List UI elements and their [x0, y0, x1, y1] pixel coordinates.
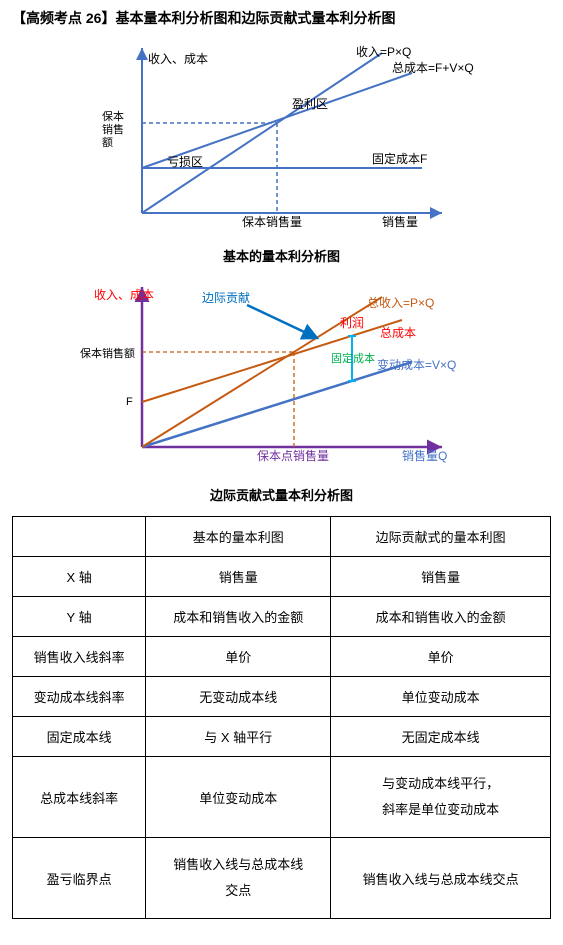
profit-area-label: 盈利区 [292, 97, 328, 111]
table-cell: 变动成本线斜率 [13, 677, 146, 717]
contrib-arrow [247, 305, 317, 338]
breakeven-y-label-2: 销售 [102, 122, 124, 136]
varcost-label: 变动成本=V×Q [377, 357, 456, 372]
revenue-label: 收入=P×Q [356, 45, 411, 59]
y-axis-label: 收入、成本 [148, 52, 208, 66]
chart2-caption: 边际贡献式量本利分析图 [12, 485, 551, 504]
table-row: Y 轴成本和销售收入的金额成本和销售收入的金额 [13, 597, 551, 637]
table-row: X 轴销售量销售量 [13, 557, 551, 597]
table-cell: 与 X 轴平行 [146, 717, 331, 757]
table-cell: Y 轴 [13, 597, 146, 637]
table-cell: 单位变动成本 [146, 757, 331, 838]
table-body: X 轴销售量销售量Y 轴成本和销售收入的金额成本和销售收入的金额销售收入线斜率单… [13, 557, 551, 919]
th-blank [13, 517, 146, 557]
table-cell: 单位变动成本 [331, 677, 551, 717]
fixedcost-label: 固定成本F [372, 151, 427, 166]
chart1-caption: 基本的量本利分析图 [12, 246, 551, 265]
table-cell: 成本和销售收入的金额 [146, 597, 331, 637]
comparison-table: 基本的量本利图 边际贡献式的量本利图 X 轴销售量销售量Y 轴成本和销售收入的金… [12, 516, 551, 919]
revenue-label: 总收入=P×Q [367, 296, 434, 310]
breakeven-y-label-1: 保本 [102, 109, 124, 123]
x-axis-label: 销售量 [382, 214, 418, 229]
x-axis-label: 销售量Q [402, 448, 447, 463]
table-row: 盈亏临界点销售收入线与总成本线交点销售收入线与总成本线交点 [13, 838, 551, 919]
table-cell: 固定成本线 [13, 717, 146, 757]
fixed-label: 固定成本 [331, 351, 375, 365]
table-cell: 盈亏临界点 [13, 838, 146, 919]
totalcost-label: 总成本=F+V×Q [392, 61, 474, 75]
table-row: 销售收入线斜率单价单价 [13, 637, 551, 677]
totalcost-label: 总成本 [380, 326, 416, 340]
table-cell: 与变动成本线平行，斜率是单位变动成本 [331, 757, 551, 838]
contrib-label: 边际贡献 [202, 290, 250, 305]
y-axis-label: 收入、成本 [94, 288, 154, 302]
breakeven-x-label: 保本点销售量 [257, 448, 329, 463]
table-cell: 总成本线斜率 [13, 757, 146, 838]
table-cell: 销售量 [146, 557, 331, 597]
table-cell: 单价 [331, 637, 551, 677]
f-label: F [126, 396, 133, 408]
table-cell: 销售量 [331, 557, 551, 597]
table-cell: 无变动成本线 [146, 677, 331, 717]
th-basic: 基本的量本利图 [146, 517, 331, 557]
chart1: 收入、成本 销售量 保本 销售 额 保本销售量 收入=P×Q 总成本=F+V×Q… [72, 38, 492, 238]
breakeven-x-label: 保本销售量 [242, 214, 302, 229]
table-cell: 销售收入线与总成本线交点 [331, 838, 551, 919]
table-row: 总成本线斜率单位变动成本与变动成本线平行，斜率是单位变动成本 [13, 757, 551, 838]
page-title: 【高频考点 26】基本量本利分析图和边际贡献式量本利分析图 [12, 8, 551, 28]
table-cell: X 轴 [13, 557, 146, 597]
table-cell: 销售收入线斜率 [13, 637, 146, 677]
table-row: 固定成本线与 X 轴平行无固定成本线 [13, 717, 551, 757]
loss-area-label: 亏损区 [167, 155, 203, 169]
table-cell: 无固定成本线 [331, 717, 551, 757]
revenue-line [142, 53, 382, 213]
breakeven-y-label: 保本销售额 [80, 346, 135, 360]
table-cell: 销售收入线与总成本线交点 [146, 838, 331, 919]
profit-label: 利润 [340, 316, 364, 330]
table-row: 变动成本线斜率无变动成本线单位变动成本 [13, 677, 551, 717]
varcost-line [142, 362, 412, 447]
chart2: 收入、成本 销售量Q 边际贡献 总收入=P×Q 总成本 变动成本=V×Q 利润 … [72, 277, 492, 477]
breakeven-y-label-3: 额 [102, 136, 113, 149]
th-contrib: 边际贡献式的量本利图 [331, 517, 551, 557]
table-cell: 成本和销售收入的金额 [331, 597, 551, 637]
table-header-row: 基本的量本利图 边际贡献式的量本利图 [13, 517, 551, 557]
table-cell: 单价 [146, 637, 331, 677]
